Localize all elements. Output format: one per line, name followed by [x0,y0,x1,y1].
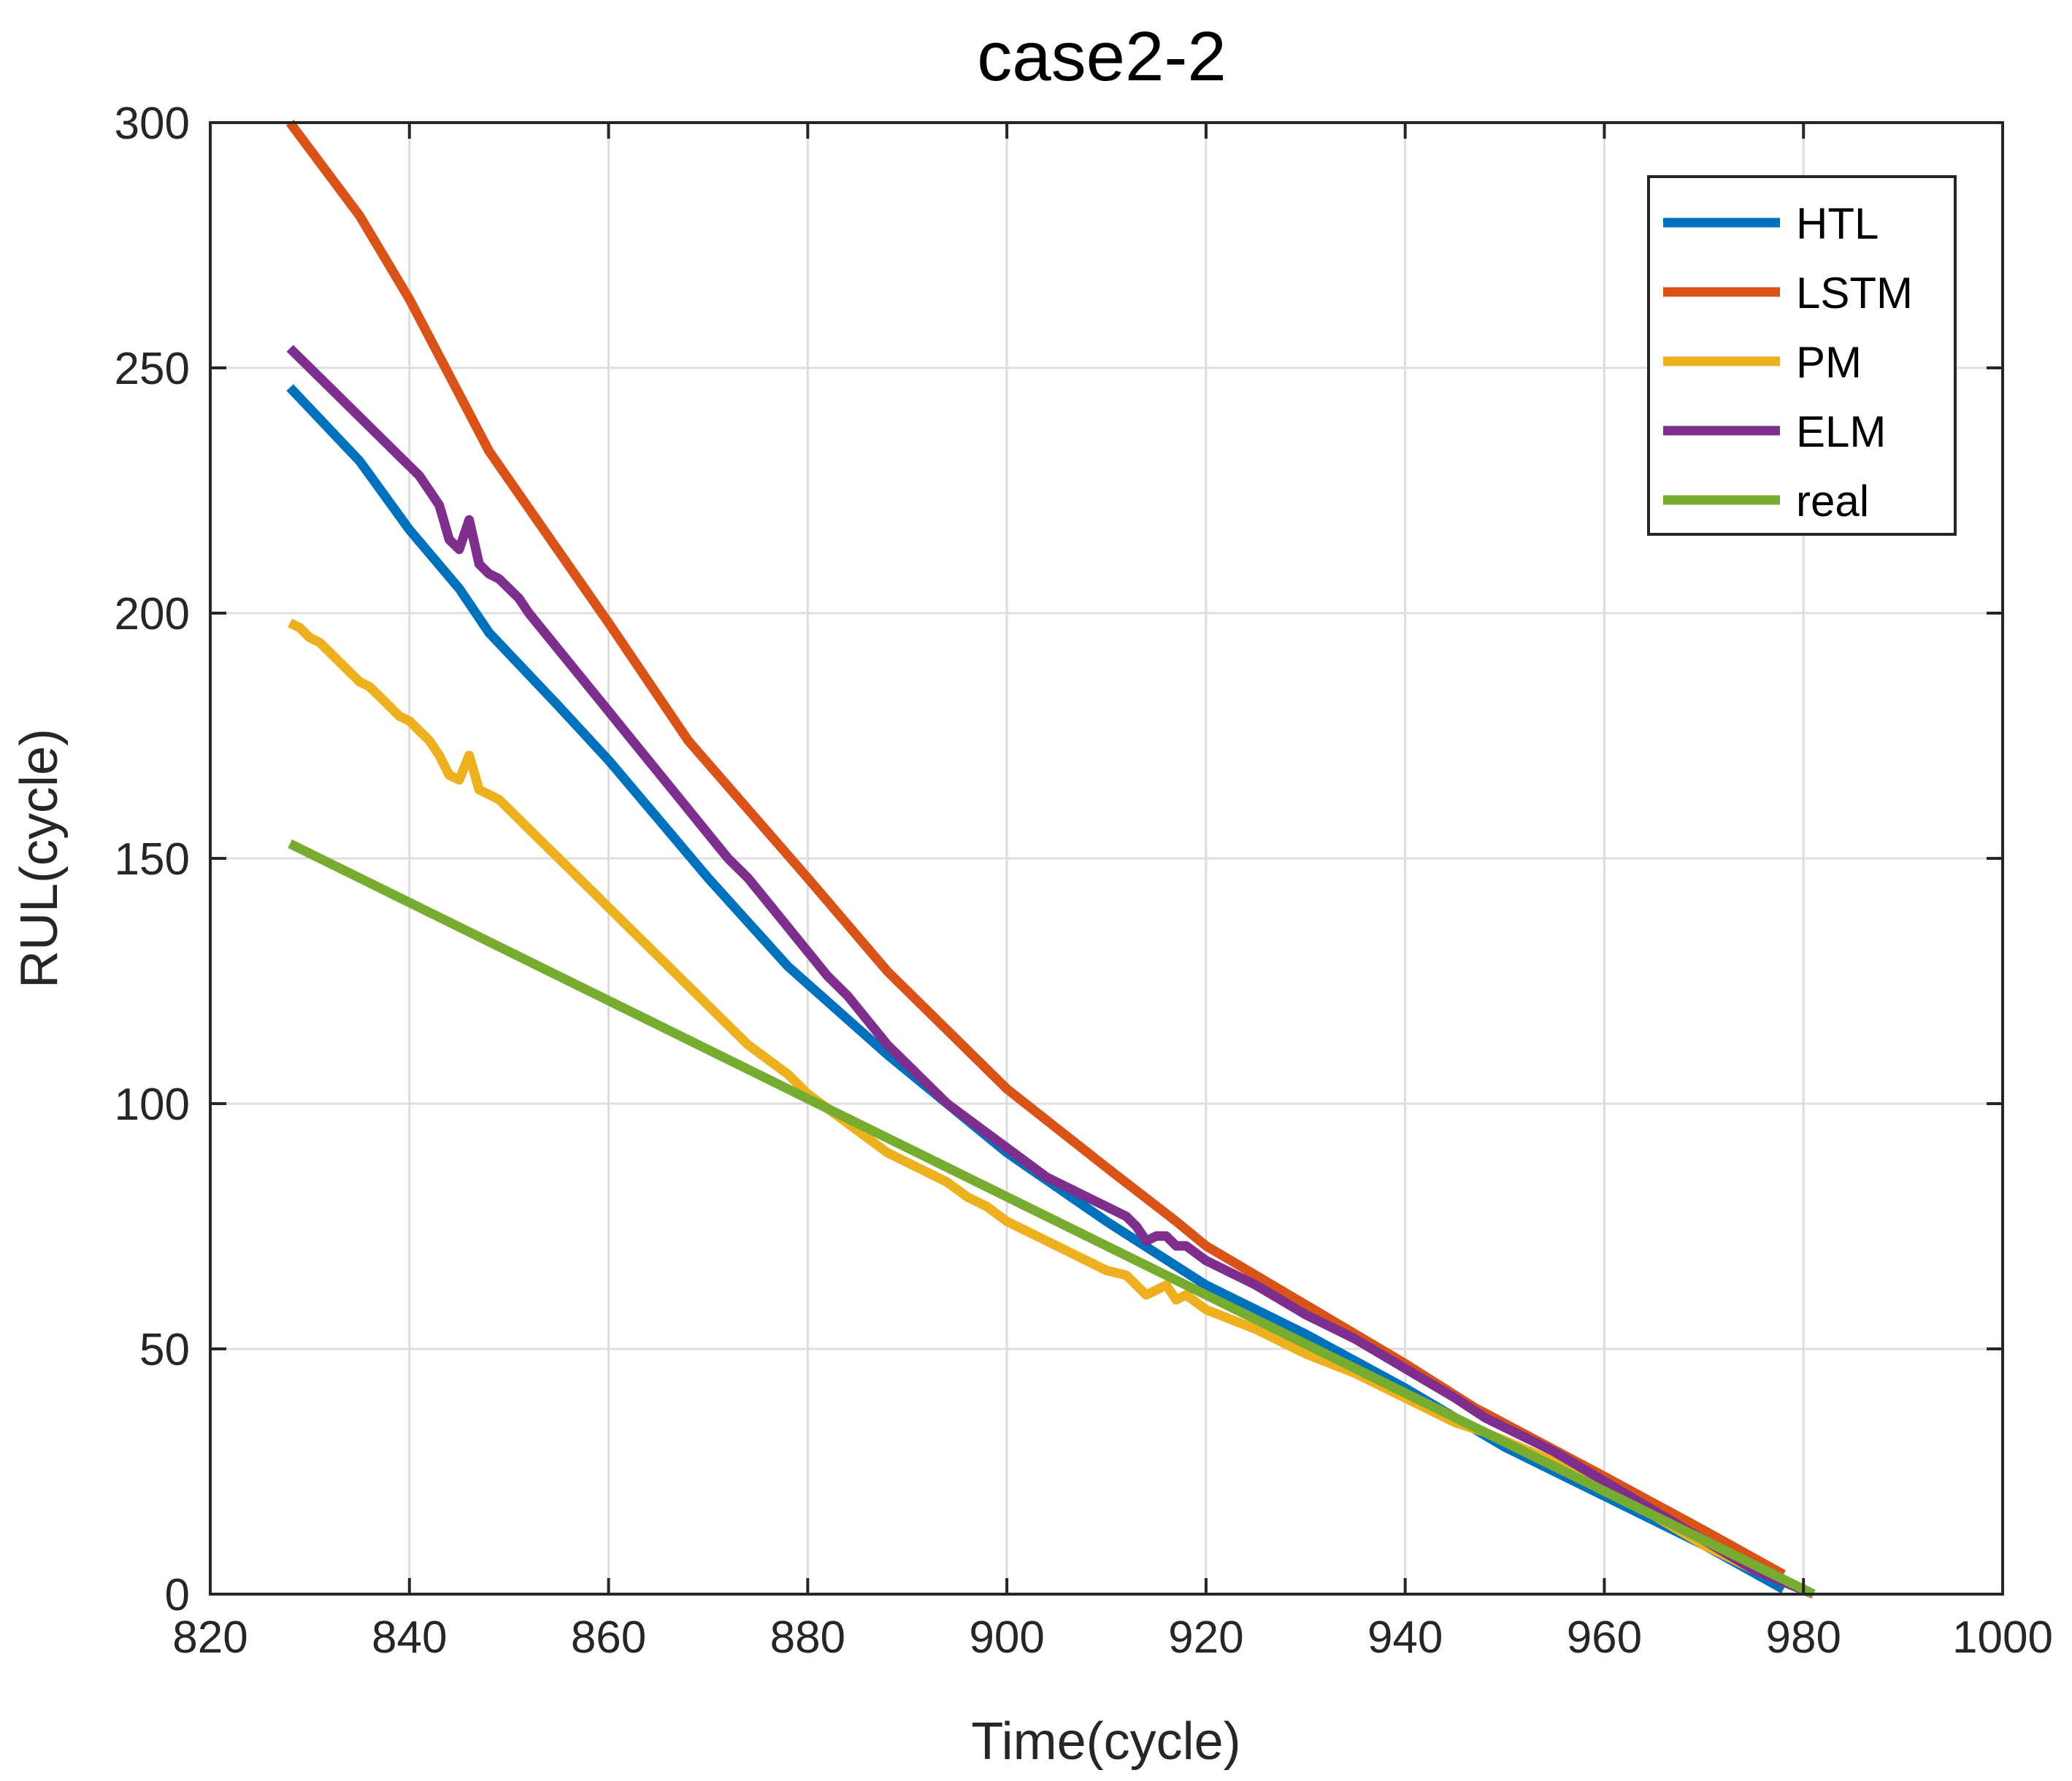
x-tick-label: 980 [1765,1612,1841,1663]
x-tick-label: 820 [172,1612,248,1663]
legend: HTL LSTM PM ELM real [1647,175,1957,536]
y-tick-label: 200 [115,589,190,639]
x-tick-label: 900 [969,1612,1044,1663]
series-line-elm [286,345,1816,1599]
y-tick-labels: 0 50 100 150 200 250 300 [115,99,190,1620]
legend-label-elm: ELM [1796,407,1886,456]
x-tick-label: 840 [372,1612,447,1663]
x-tick-label: 960 [1567,1612,1642,1663]
y-tick-label: 300 [115,99,190,149]
legend-box [1647,175,1957,536]
x-tick-label: 1000 [1952,1612,2053,1663]
x-tick-label: 880 [770,1612,845,1663]
legend-label-pm: PM [1796,338,1862,387]
series-line-pm [288,618,1816,1599]
legend-label-htl: HTL [1796,199,1879,248]
tick-marks [209,121,2004,1596]
legend-label-real: real [1796,477,1869,526]
x-tick-label: 920 [1168,1612,1243,1663]
y-tick-label: 0 [165,1570,190,1620]
y-tick-label: 250 [115,344,190,394]
chart-title: case2-2 [977,18,1227,96]
series-lines [285,120,1816,1599]
y-tick-label: 50 [139,1325,190,1375]
y-axis-label: RUL(cycle) [10,728,69,988]
legend-items: HTL LSTM PM ELM real [1663,199,1913,526]
series-line-real [288,839,1816,1599]
x-tick-label: 940 [1367,1612,1443,1663]
x-axis-label: Time(cycle) [971,1712,1240,1771]
y-tick-label: 150 [115,834,190,885]
legend-label-lstm: LSTM [1796,269,1913,318]
x-tick-label: 860 [571,1612,646,1663]
x-tick-labels: 820 840 860 880 900 920 940 960 980 1000 [172,1612,2053,1663]
y-tick-label: 100 [115,1080,190,1130]
